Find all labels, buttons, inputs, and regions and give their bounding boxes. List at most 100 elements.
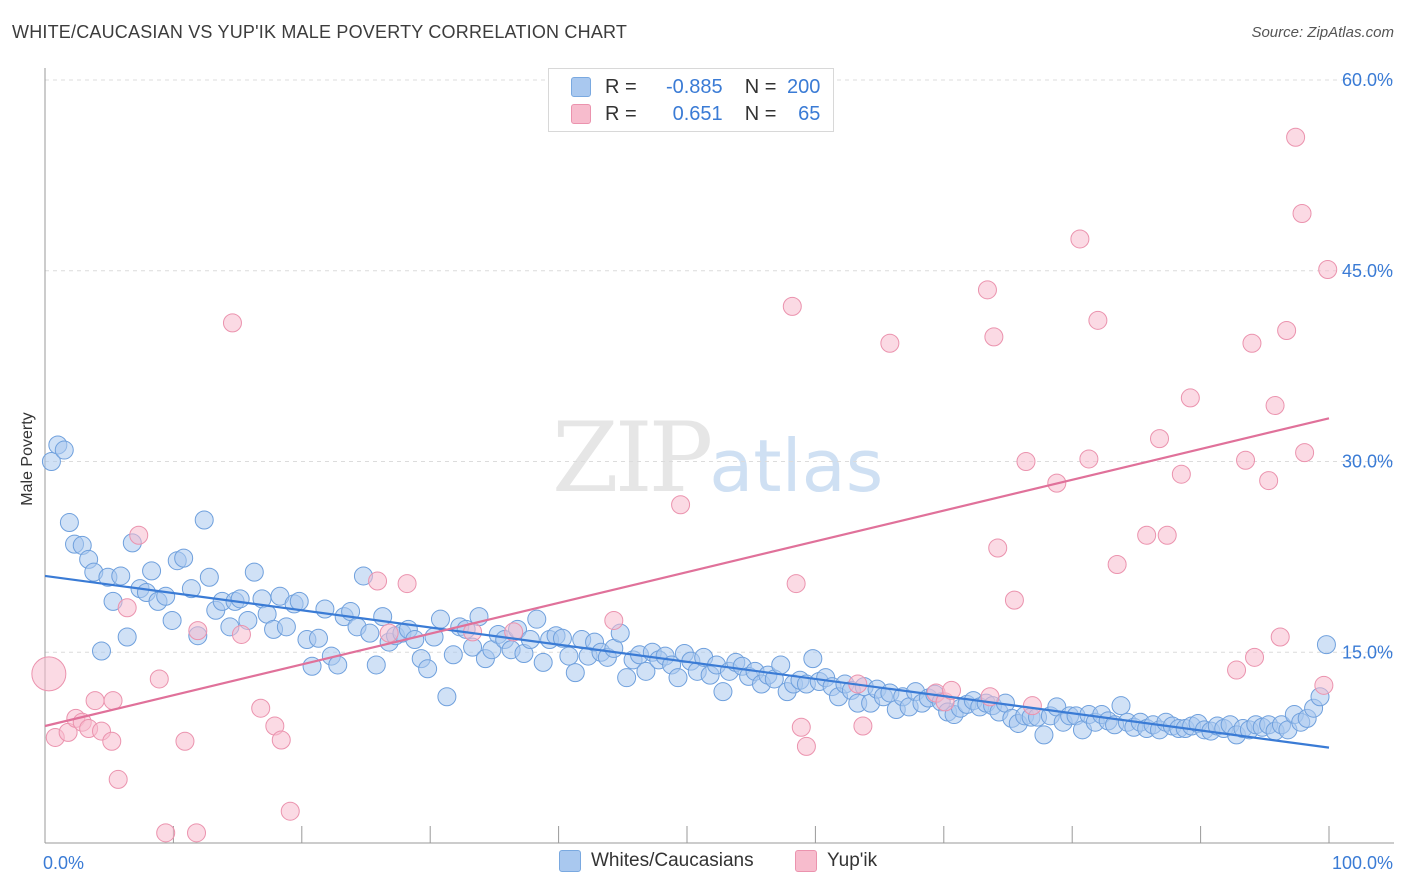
point-yupik bbox=[1070, 229, 1090, 249]
point-yupik bbox=[231, 624, 251, 644]
point-yupik bbox=[149, 669, 169, 689]
y-tick-label: 15.0% bbox=[1342, 642, 1393, 662]
point-whites bbox=[181, 579, 201, 599]
point-whites bbox=[565, 663, 585, 683]
point-yupik bbox=[129, 525, 149, 545]
point-whites bbox=[244, 562, 264, 582]
legend-r-label: R = bbox=[605, 102, 637, 125]
tick-labels: 15.0% 30.0% 45.0% 60.0% 0.0% 100.0% bbox=[43, 70, 1393, 873]
point-yupik bbox=[853, 716, 873, 736]
point-whites bbox=[156, 586, 176, 606]
point-whites bbox=[366, 655, 386, 675]
point-yupik bbox=[1286, 127, 1306, 147]
point-yupik bbox=[1004, 590, 1024, 610]
point-whites bbox=[771, 655, 791, 675]
x-tick-label: 100.0% bbox=[1332, 853, 1393, 873]
point-yupik bbox=[671, 495, 691, 515]
point-yupik bbox=[796, 736, 816, 756]
trend-line-whites bbox=[44, 574, 1330, 749]
point-yupik bbox=[1150, 429, 1170, 449]
point-yupik bbox=[782, 296, 802, 316]
legend-swatch-whites bbox=[559, 850, 581, 872]
trend-line-yupik bbox=[44, 417, 1330, 728]
point-whites bbox=[803, 649, 823, 669]
legend-n-label: N = bbox=[744, 75, 777, 98]
y-axis-label-wrap: Male Poverty bbox=[16, 400, 40, 520]
point-whites bbox=[289, 591, 309, 611]
legend-label-yupik: Yup'ik bbox=[827, 850, 878, 871]
point-whites bbox=[418, 659, 438, 679]
point-yupik bbox=[175, 731, 195, 751]
point-whites bbox=[91, 641, 111, 661]
legend-n-value: 65 bbox=[798, 102, 821, 125]
point-yupik bbox=[1318, 259, 1338, 279]
legend-row-yupik: R = 0.651 N = 65 bbox=[571, 101, 820, 127]
point-whites bbox=[59, 513, 79, 533]
source-label: Source: ZipAtlas.com bbox=[1251, 24, 1394, 41]
point-whites bbox=[533, 652, 553, 672]
point-whites bbox=[117, 627, 137, 647]
legend-item-yupik[interactable]: Yup'ik bbox=[795, 850, 877, 872]
point-whites bbox=[360, 623, 380, 643]
point-whites bbox=[636, 661, 656, 681]
point-yupik bbox=[368, 571, 388, 591]
series-whites bbox=[41, 435, 1336, 745]
point-whites bbox=[194, 510, 214, 530]
point-yupik bbox=[1157, 525, 1177, 545]
legend-r-label: R = bbox=[605, 75, 637, 98]
point-yupik bbox=[880, 333, 900, 353]
legend-r-value: -0.885 bbox=[665, 75, 723, 98]
point-yupik bbox=[504, 622, 524, 642]
point-whites bbox=[1316, 635, 1336, 655]
point-whites bbox=[230, 589, 250, 609]
point-yupik bbox=[117, 598, 137, 618]
point-whites bbox=[162, 610, 182, 630]
point-yupik bbox=[188, 621, 208, 641]
point-yupik bbox=[271, 730, 291, 750]
point-yupik bbox=[397, 574, 417, 594]
point-yupik bbox=[187, 823, 207, 843]
point-whites bbox=[617, 668, 637, 688]
point-yupik bbox=[1245, 647, 1265, 667]
point-yupik bbox=[222, 313, 242, 333]
y-tick-label: 60.0% bbox=[1342, 70, 1393, 90]
point-yupik bbox=[1236, 450, 1256, 470]
point-whites bbox=[559, 646, 579, 666]
y-tick-label: 45.0% bbox=[1342, 261, 1393, 281]
point-whites bbox=[713, 682, 733, 702]
legend-label-whites: Whites/Caucasians bbox=[591, 850, 754, 871]
watermark: ZIPatlas bbox=[552, 402, 883, 514]
point-yupik bbox=[102, 731, 122, 751]
point-yupik bbox=[1292, 204, 1312, 224]
point-whites bbox=[111, 566, 131, 586]
series-yupik bbox=[31, 127, 1338, 843]
point-yupik bbox=[1314, 675, 1334, 695]
legend-item-whites[interactable]: Whites/Caucasians bbox=[559, 850, 754, 872]
point-yupik bbox=[942, 680, 962, 700]
point-yupik bbox=[604, 610, 624, 630]
legend-swatch-whites bbox=[571, 77, 591, 97]
point-yupik bbox=[1171, 464, 1191, 484]
point-yupik bbox=[1295, 443, 1315, 463]
chart-title: WHITE/CAUCASIAN VS YUP'IK MALE POVERTY C… bbox=[12, 22, 628, 42]
point-whites bbox=[668, 668, 688, 688]
watermark-atlas: atlas bbox=[709, 424, 884, 508]
legend-n-label: N = bbox=[744, 102, 777, 125]
point-yupik bbox=[1270, 627, 1290, 647]
point-yupik bbox=[1277, 321, 1297, 341]
point-whites bbox=[1111, 696, 1131, 716]
point-whites bbox=[142, 561, 162, 581]
legend-n-value: 200 bbox=[787, 75, 821, 98]
point-whites bbox=[437, 687, 457, 707]
point-yupik bbox=[988, 538, 1008, 558]
point-yupik bbox=[1088, 310, 1108, 330]
legend-row-whites: R = -0.885 N = 200 bbox=[571, 74, 820, 100]
legend-swatch-yupik bbox=[795, 850, 817, 872]
point-whites bbox=[41, 452, 61, 471]
point-whites bbox=[308, 628, 328, 648]
point-yupik bbox=[1137, 525, 1157, 545]
point-yupik bbox=[280, 801, 300, 821]
point-yupik bbox=[1016, 452, 1036, 471]
series-legend: Whites/Caucasians Yup'ik bbox=[0, 850, 1406, 878]
point-whites bbox=[1034, 725, 1054, 745]
